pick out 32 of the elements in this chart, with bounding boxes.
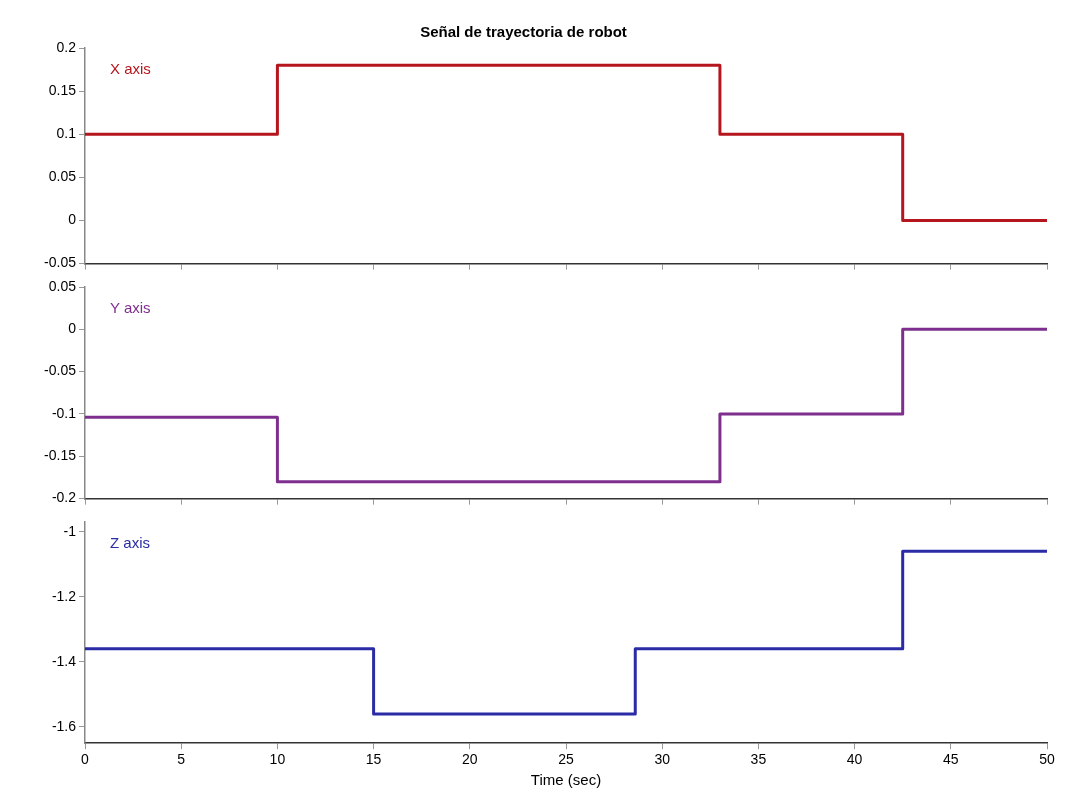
x-tick-label: 5 — [177, 751, 186, 768]
y-tick-label: -1.6 — [51, 717, 77, 734]
y-tick-label: 0.2 — [56, 38, 77, 55]
y-tick-label: -0.2 — [51, 489, 77, 506]
y-tick-label: 0.1 — [56, 125, 77, 142]
x-tick-label: 35 — [750, 751, 767, 768]
y-tick-label: -0.15 — [44, 447, 77, 464]
y-tick-label: -1.2 — [51, 587, 77, 604]
y-tick-label: -0.1 — [51, 404, 77, 421]
x-tick-label: 0 — [81, 751, 90, 768]
x-tick-label: 20 — [462, 751, 478, 768]
y-tick-label: 0 — [68, 211, 77, 228]
x-tick-label: 50 — [1039, 751, 1055, 768]
y-tick-label: 0.15 — [48, 81, 77, 98]
text: Z axis — [110, 534, 151, 552]
x-tick-label: 15 — [365, 751, 382, 768]
y-tick-label: -1 — [63, 522, 77, 539]
y-tick-label: -0.05 — [44, 254, 77, 271]
x-tick-label: 40 — [846, 751, 863, 768]
text: X axis — [110, 60, 151, 78]
x-tick-label: 45 — [943, 751, 959, 768]
x-tick-label: 30 — [654, 751, 671, 768]
y-tick-label: 0.05 — [48, 168, 77, 185]
x-tick-label: 25 — [558, 751, 574, 768]
y-tick-label: 0 — [68, 320, 77, 337]
y-tick-label: 0.05 — [48, 277, 77, 294]
x-tick-label: 10 — [269, 751, 286, 768]
y-tick-label: -0.05 — [44, 362, 77, 379]
chart-title: Señal de trayectoria de robot — [420, 23, 627, 41]
text: Y axis — [110, 299, 151, 317]
x-axis-title: Time (sec) — [530, 771, 602, 789]
y-tick-label: -1.4 — [51, 652, 77, 669]
